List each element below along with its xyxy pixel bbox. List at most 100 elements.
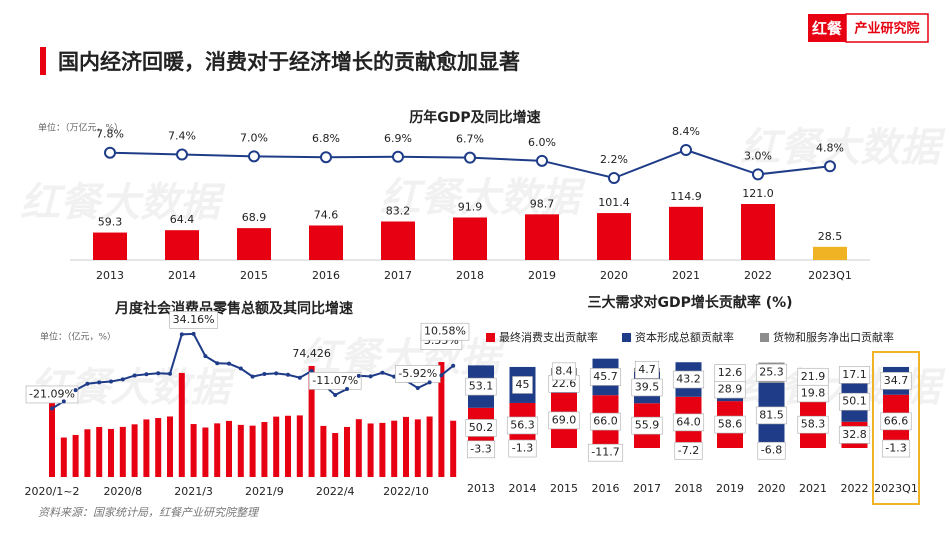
data-label: 45 — [516, 378, 530, 391]
unit-label: 单位：（亿元，%） — [40, 331, 116, 343]
data-label: 58.3 — [801, 418, 826, 431]
data-label: 55.9 — [635, 419, 660, 432]
title-accent — [40, 47, 46, 75]
point — [85, 381, 90, 386]
bar — [597, 213, 631, 260]
bar — [813, 246, 847, 260]
bar — [96, 426, 103, 477]
x-tick-label: 2016 — [592, 482, 620, 495]
logo-unit: 产业研究院 — [854, 21, 919, 37]
data-label-box — [838, 392, 871, 411]
data-label: 6.9% — [384, 132, 412, 145]
data-label: 45.7 — [593, 370, 618, 383]
point — [238, 366, 243, 371]
data-label: 68.9 — [242, 211, 267, 224]
data-label: 53.1 — [469, 380, 494, 393]
data-label: 7.0% — [240, 131, 268, 144]
bar — [108, 428, 114, 477]
point — [179, 332, 184, 337]
data-label: 69.0 — [552, 413, 577, 426]
bar — [741, 204, 775, 260]
point — [144, 372, 149, 377]
data-label: 25.3 — [759, 366, 784, 379]
point — [274, 371, 279, 376]
data-label-box — [755, 363, 788, 382]
data-label-box — [880, 372, 912, 390]
x-tick-label: 2022/4 — [316, 485, 355, 498]
bar — [72, 434, 79, 477]
point — [297, 375, 302, 380]
data-label: 50.1 — [842, 395, 867, 408]
point — [191, 331, 196, 336]
x-tick-label: 2017 — [384, 269, 412, 282]
data-label: 74,426 — [292, 347, 331, 360]
data-label-box — [757, 441, 786, 460]
legend-label: 货物和服务净出口贡献率 — [773, 330, 894, 344]
data-label-box — [634, 360, 660, 379]
point — [333, 392, 338, 397]
bar — [49, 399, 55, 477]
data-label: 39.5 — [635, 380, 660, 393]
bar — [131, 424, 138, 477]
logo-brand: 红餐 — [812, 20, 843, 38]
x-tick-label: 2016 — [312, 269, 340, 282]
data-label: -11.07% — [312, 374, 358, 387]
x-tick-label: 2019 — [528, 269, 556, 282]
data-label: 2.2% — [600, 153, 628, 166]
bar — [296, 415, 303, 477]
bar — [332, 433, 339, 477]
data-label-box — [714, 364, 746, 382]
chart-title: 三大需求对GDP增长贡献率 (%) — [587, 294, 792, 311]
point — [262, 372, 267, 377]
point — [380, 370, 385, 375]
data-label: 56.3 — [510, 418, 535, 431]
bar — [309, 225, 343, 260]
highlight-box — [872, 351, 920, 505]
bar — [60, 437, 67, 477]
data-label: 34.16% — [173, 313, 215, 326]
data-label: 101.4 — [598, 196, 630, 209]
data-label-box — [587, 443, 624, 462]
logo-unit-box — [845, 13, 929, 43]
bar — [525, 214, 559, 260]
bar — [237, 424, 244, 477]
data-label-box — [548, 411, 580, 430]
bar — [355, 419, 362, 477]
bar — [273, 416, 280, 477]
x-tick-label: 2021 — [672, 269, 700, 282]
data-label: 4.7 — [638, 363, 656, 376]
bar — [426, 416, 433, 477]
point — [427, 380, 432, 385]
point — [203, 354, 208, 359]
bar — [155, 418, 162, 477]
data-label-box — [308, 372, 362, 390]
x-tick-label: 2018 — [675, 482, 703, 495]
data-label: 3.0% — [744, 149, 772, 162]
bar — [167, 416, 173, 477]
point — [320, 151, 332, 164]
watermark: 红餐大数据 — [740, 125, 946, 171]
point — [104, 146, 116, 159]
bar — [379, 422, 386, 477]
bar — [453, 217, 487, 260]
data-label-box — [589, 368, 622, 386]
point — [345, 387, 349, 392]
chart-title: 历年GDP及同比增速 — [409, 109, 540, 126]
data-label: 91.9 — [458, 200, 483, 213]
x-tick-label: 2013 — [96, 269, 124, 282]
bar — [391, 420, 398, 477]
data-label: 66.0 — [593, 415, 618, 428]
point — [368, 374, 373, 379]
data-label: 28.5 — [818, 230, 843, 243]
data-label: 28.9 — [718, 383, 743, 396]
bar — [84, 429, 91, 477]
x-tick-label: 2023Q1 — [808, 269, 852, 282]
data-label-box — [714, 415, 746, 434]
bar — [414, 419, 421, 477]
bar — [403, 416, 409, 477]
data-label: -3.3 — [470, 442, 491, 455]
x-tick-label: 2020/1~2 — [25, 485, 80, 498]
data-label-box — [466, 440, 496, 459]
data-label: 6.7% — [456, 133, 484, 146]
